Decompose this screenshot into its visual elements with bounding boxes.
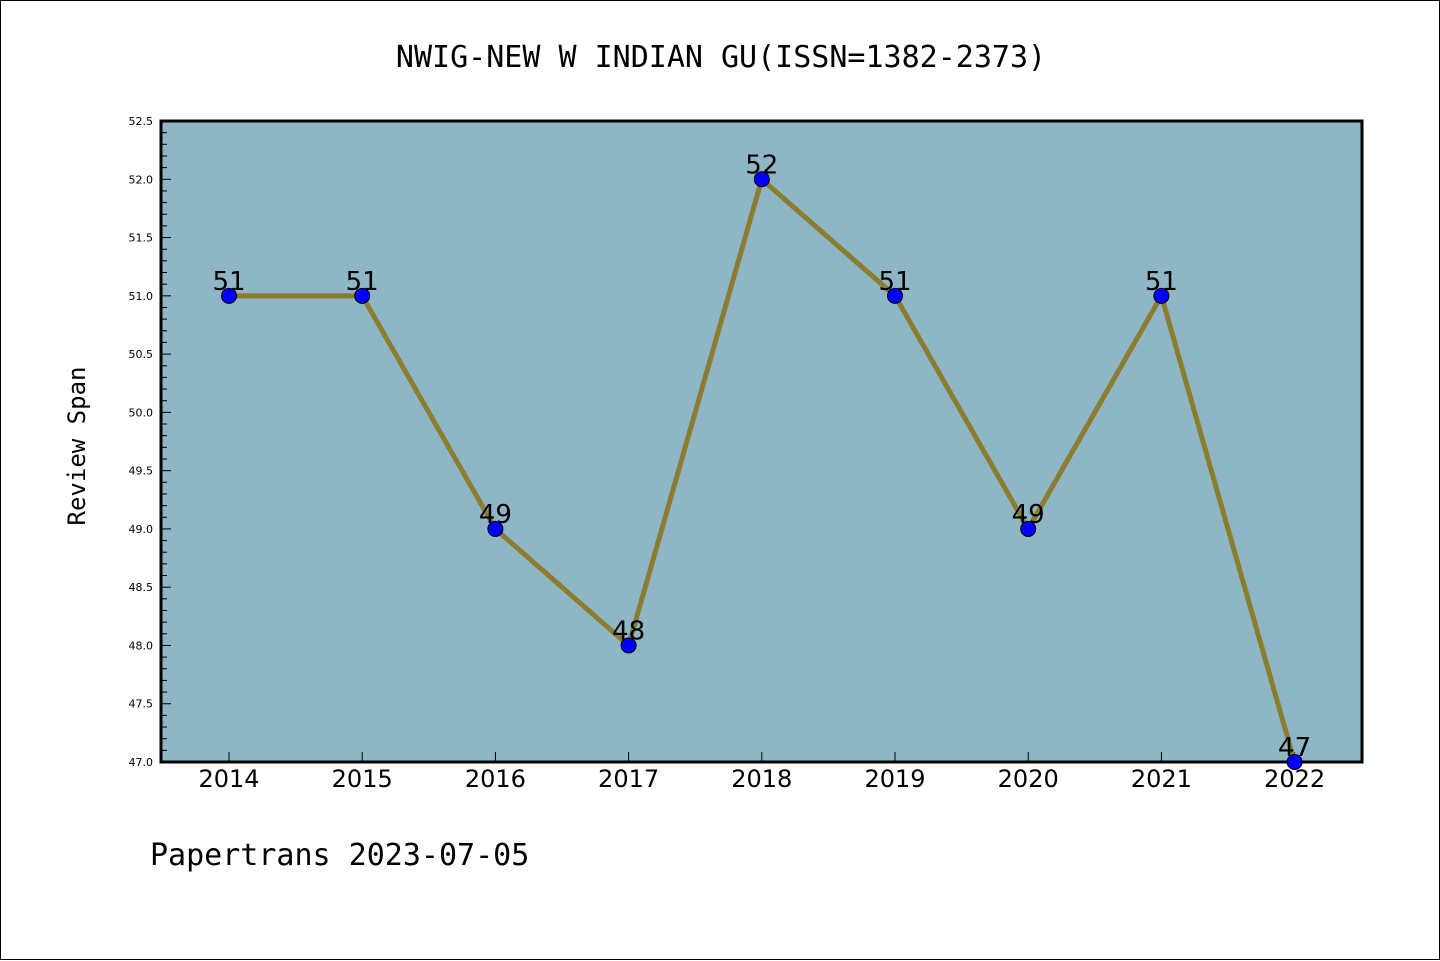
- y-axis: 47.0 47.5 48.0 48.5 49.0 49.5 50.0 50.5 51.0 51.5…: [129, 115, 171, 769]
- data-point: [487, 520, 504, 537]
- data-point: [1020, 520, 1037, 537]
- y-tick-label: 49.0: [129, 523, 154, 536]
- y-tick-label: 48.0: [129, 639, 154, 652]
- footer-text: Papertrans 2023-07-05: [150, 838, 529, 873]
- data-label: 51: [878, 267, 911, 297]
- data-point: [354, 287, 371, 304]
- y-tick-label: 49.5: [129, 465, 154, 478]
- data-label: 47: [1278, 733, 1311, 763]
- y-tick-label: 52.5: [129, 115, 154, 128]
- y-tick-label: 50.0: [129, 406, 154, 419]
- x-tick-label: 2016: [465, 765, 526, 793]
- x-tick-label: 2020: [998, 765, 1059, 793]
- y-tick-label: 47.5: [129, 698, 154, 711]
- data-label: 49: [1012, 500, 1045, 530]
- data-point: [620, 637, 637, 654]
- data-label: 48: [612, 616, 645, 646]
- y-axis-label: Review Span: [63, 367, 91, 526]
- data-label: 52: [745, 150, 778, 180]
- plot-area: [159, 119, 1364, 764]
- data-point: [1286, 754, 1303, 770]
- data-labels: 51 51 49 48 52 51 49 51 47: [212, 150, 1311, 763]
- data-label: 51: [1145, 267, 1178, 297]
- y-tick-label: 48.5: [129, 581, 154, 594]
- x-tick-label: 2021: [1131, 765, 1192, 793]
- y-tick-label: 50.5: [129, 348, 154, 361]
- y-tick-label: 51.5: [129, 232, 154, 245]
- y-tick-label: 52.0: [129, 173, 154, 186]
- data-label: 51: [346, 267, 379, 297]
- x-tick-label: 2015: [332, 765, 393, 793]
- data-point: [753, 171, 770, 188]
- chart-title: NWIG-NEW W INDIAN GU(ISSN=1382-2373): [396, 40, 1046, 75]
- y-tick-label: 47.0: [129, 756, 154, 769]
- data-point: [221, 287, 237, 304]
- x-axis: 2014 2015 2016 2017 2018 2019 2020 2021 2022: [198, 752, 1325, 793]
- x-tick-label: 2014: [198, 765, 259, 793]
- data-point: [1153, 287, 1170, 304]
- x-tick-label: 2019: [864, 765, 925, 793]
- data-point: [887, 287, 903, 304]
- x-tick-label: 2017: [598, 765, 659, 793]
- data-label: 51: [212, 267, 245, 297]
- series-review-span: [221, 171, 1303, 770]
- x-tick-label: 2018: [731, 765, 792, 793]
- y-tick-label: 51.0: [129, 290, 154, 303]
- data-label: 49: [479, 500, 512, 530]
